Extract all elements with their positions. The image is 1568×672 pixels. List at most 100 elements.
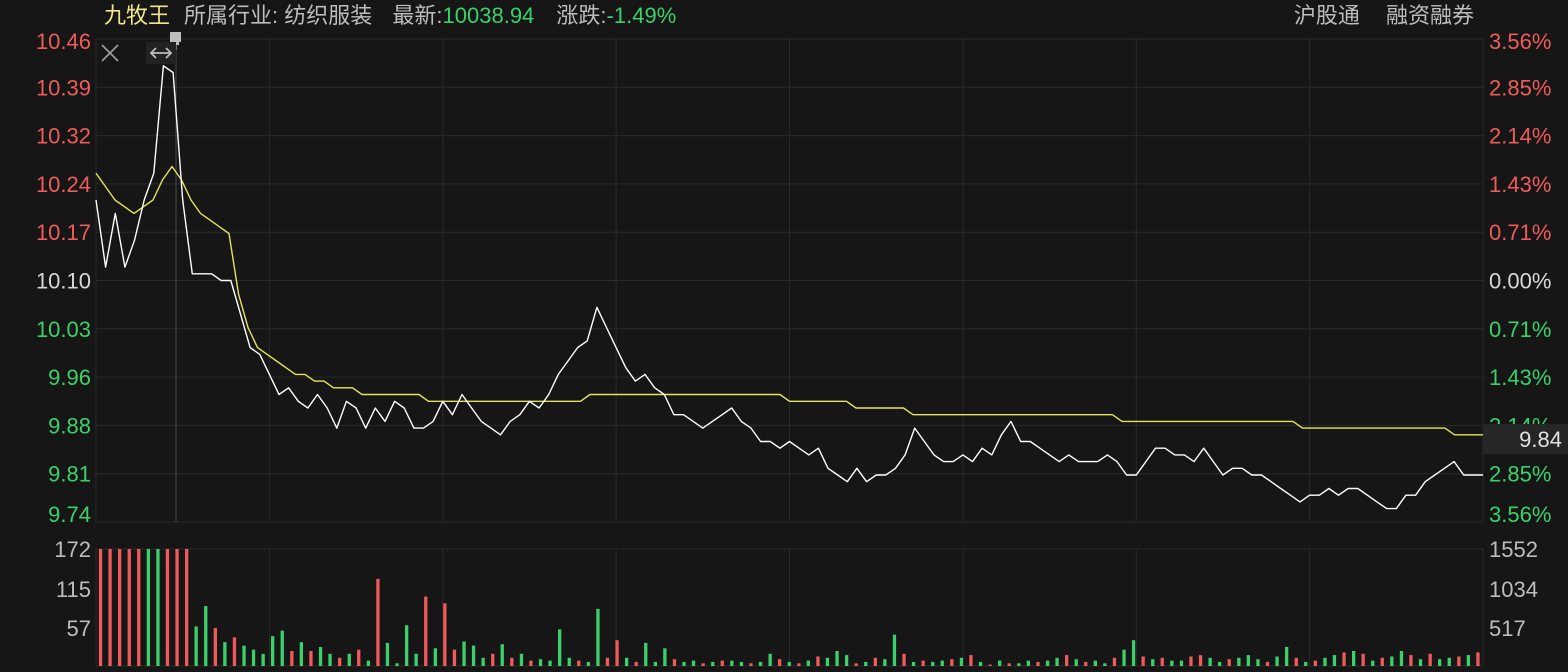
change-value: -1.49% [606,3,677,28]
volume-bar [500,644,504,666]
volume-bar [165,549,170,666]
price-line [95,65,1483,510]
volume-bar [605,657,610,666]
volume-bar [978,661,983,666]
right-tick-label: 2.14% [1489,124,1551,149]
right-tick-label: 2.85% [1489,462,1551,487]
right-tick-label: 1.43% [1489,172,1551,197]
volume-bar [701,663,705,666]
volume-bar [1323,657,1327,666]
volume-bar [1045,660,1050,666]
volume-bar [1055,657,1059,666]
volume-bar [1466,655,1470,666]
current-price-badge: 9.84 [1483,424,1568,454]
volume-bar [644,642,648,666]
volume-bar [108,549,112,666]
volume-bar [481,657,485,666]
volume-bar [653,661,657,666]
volume-bar [816,656,820,666]
tag-shanghai-connect[interactable]: 沪股通 [1293,3,1360,28]
volume-bar [299,642,303,666]
volume-left-axis: 172 115 57 [54,537,91,641]
volume-bar [940,660,944,666]
volume-right-tick: 1552 [1489,537,1538,562]
volume-bar [558,629,562,666]
volume-bar [1026,660,1030,666]
resize-arrows-icon[interactable] [146,42,176,64]
volume-bar [1036,661,1040,666]
volume-bar [1342,652,1346,666]
volume-bar [194,626,198,666]
volume-bar [1170,660,1174,666]
volume-bar [357,649,361,666]
stock-name[interactable]: 九牧王 [104,3,171,28]
latest-label: 最新: [392,3,443,28]
volume-bar [1131,640,1136,666]
left-price-axis: 10.46 10.39 10.32 10.24 10.17 10.10 10.03 9.96 9… [36,29,91,527]
average-price-line [95,165,1483,436]
volume-bar [1122,649,1126,666]
volume-bar [309,651,313,666]
volume-bar [1189,656,1193,666]
right-tick-label: 0.00% [1489,269,1551,294]
volume-bar [271,636,275,666]
industry-value[interactable]: 纺织服装 [284,3,373,28]
right-tick-label: 2.85% [1489,75,1551,100]
left-tick-label: 10.10 [36,269,91,294]
left-tick-label: 9.81 [48,462,91,487]
volume-bar [328,653,332,666]
volume-bar [1304,661,1308,666]
volume-bar [1438,659,1442,666]
volume-bar [1065,655,1069,666]
volume-bar [529,660,533,666]
volume-right-tick: 1034 [1489,577,1538,602]
right-tick-label: 3.56% [1489,502,1551,527]
volume-bar [1275,656,1279,666]
volume-bar [864,661,868,666]
volume-bar [1361,653,1365,666]
volume-bar [969,655,973,666]
volume-bar [730,660,734,666]
right-percent-axis: 3.56% 2.85% 2.14% 1.43% 0.71% 0.00% 0.71% 1.43%… [1489,29,1551,527]
close-icon[interactable] [96,40,124,66]
volume-bar [615,640,619,666]
left-tick-label: 10.17 [36,220,91,245]
tag-margin-trading[interactable]: 融资融券 [1385,3,1474,28]
volume-bar [1256,659,1260,666]
volume-bar [1093,660,1097,666]
volume-bar [1074,659,1078,666]
volume-bar [290,651,294,666]
volume-bar [634,661,638,666]
volume-bar [385,642,390,666]
volume-bar [213,627,217,666]
stock-tags: 沪股通 融资融券 [1274,0,1474,34]
volume-bar [338,657,342,666]
volume-bar [98,549,103,666]
volume-bar [1390,656,1394,666]
volume-bar [452,649,457,666]
price-series [95,65,1483,510]
volume-bar [711,661,715,666]
volume-bar [720,660,724,666]
volume-bar [519,653,524,666]
volume-bar [185,549,189,666]
volume-bar [146,549,150,666]
volume-bar [1418,659,1423,666]
volume-bar [1352,651,1356,666]
volume-bar [806,660,810,666]
volume-right-tick: 517 [1489,616,1526,641]
volume-bar [251,649,256,666]
volume-bar [1371,660,1375,666]
right-tick-label: 0.71% [1489,220,1551,245]
volume-bar [959,657,964,666]
grid-lines [95,38,1484,667]
volume-bar [778,659,782,666]
volume-bar [156,549,160,666]
left-tick-label: 10.24 [36,172,91,197]
volume-bar [988,664,992,666]
volume-bar [998,660,1002,666]
volume-bar [424,596,428,666]
volume-bar [596,608,600,666]
